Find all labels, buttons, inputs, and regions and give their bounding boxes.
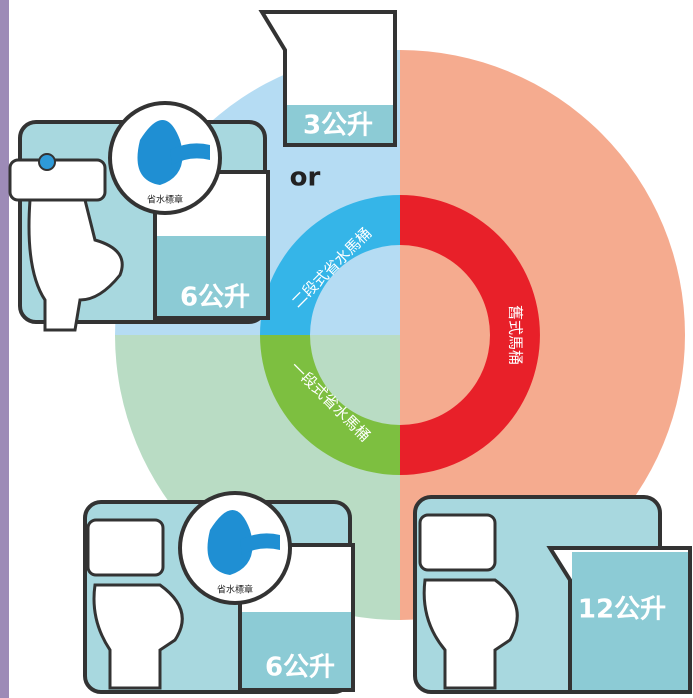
beaker-label: 3公升 xyxy=(303,111,373,141)
connector: or xyxy=(290,163,321,193)
beaker-label: 12公升 xyxy=(578,595,666,625)
badge-label: 省水標章 xyxy=(147,194,183,206)
side-strip xyxy=(0,0,9,698)
infographic: 舊式馬桶 二段式省水馬桶 一段式省水馬桶 3公升 or 6公升 省水標章 6公升 xyxy=(0,0,693,698)
segment-label: 舊式馬桶 xyxy=(507,305,525,365)
beaker-label: 6公升 xyxy=(180,283,250,313)
beaker-label: 6公升 xyxy=(265,653,335,683)
badge-label: 省水標章 xyxy=(217,584,253,596)
